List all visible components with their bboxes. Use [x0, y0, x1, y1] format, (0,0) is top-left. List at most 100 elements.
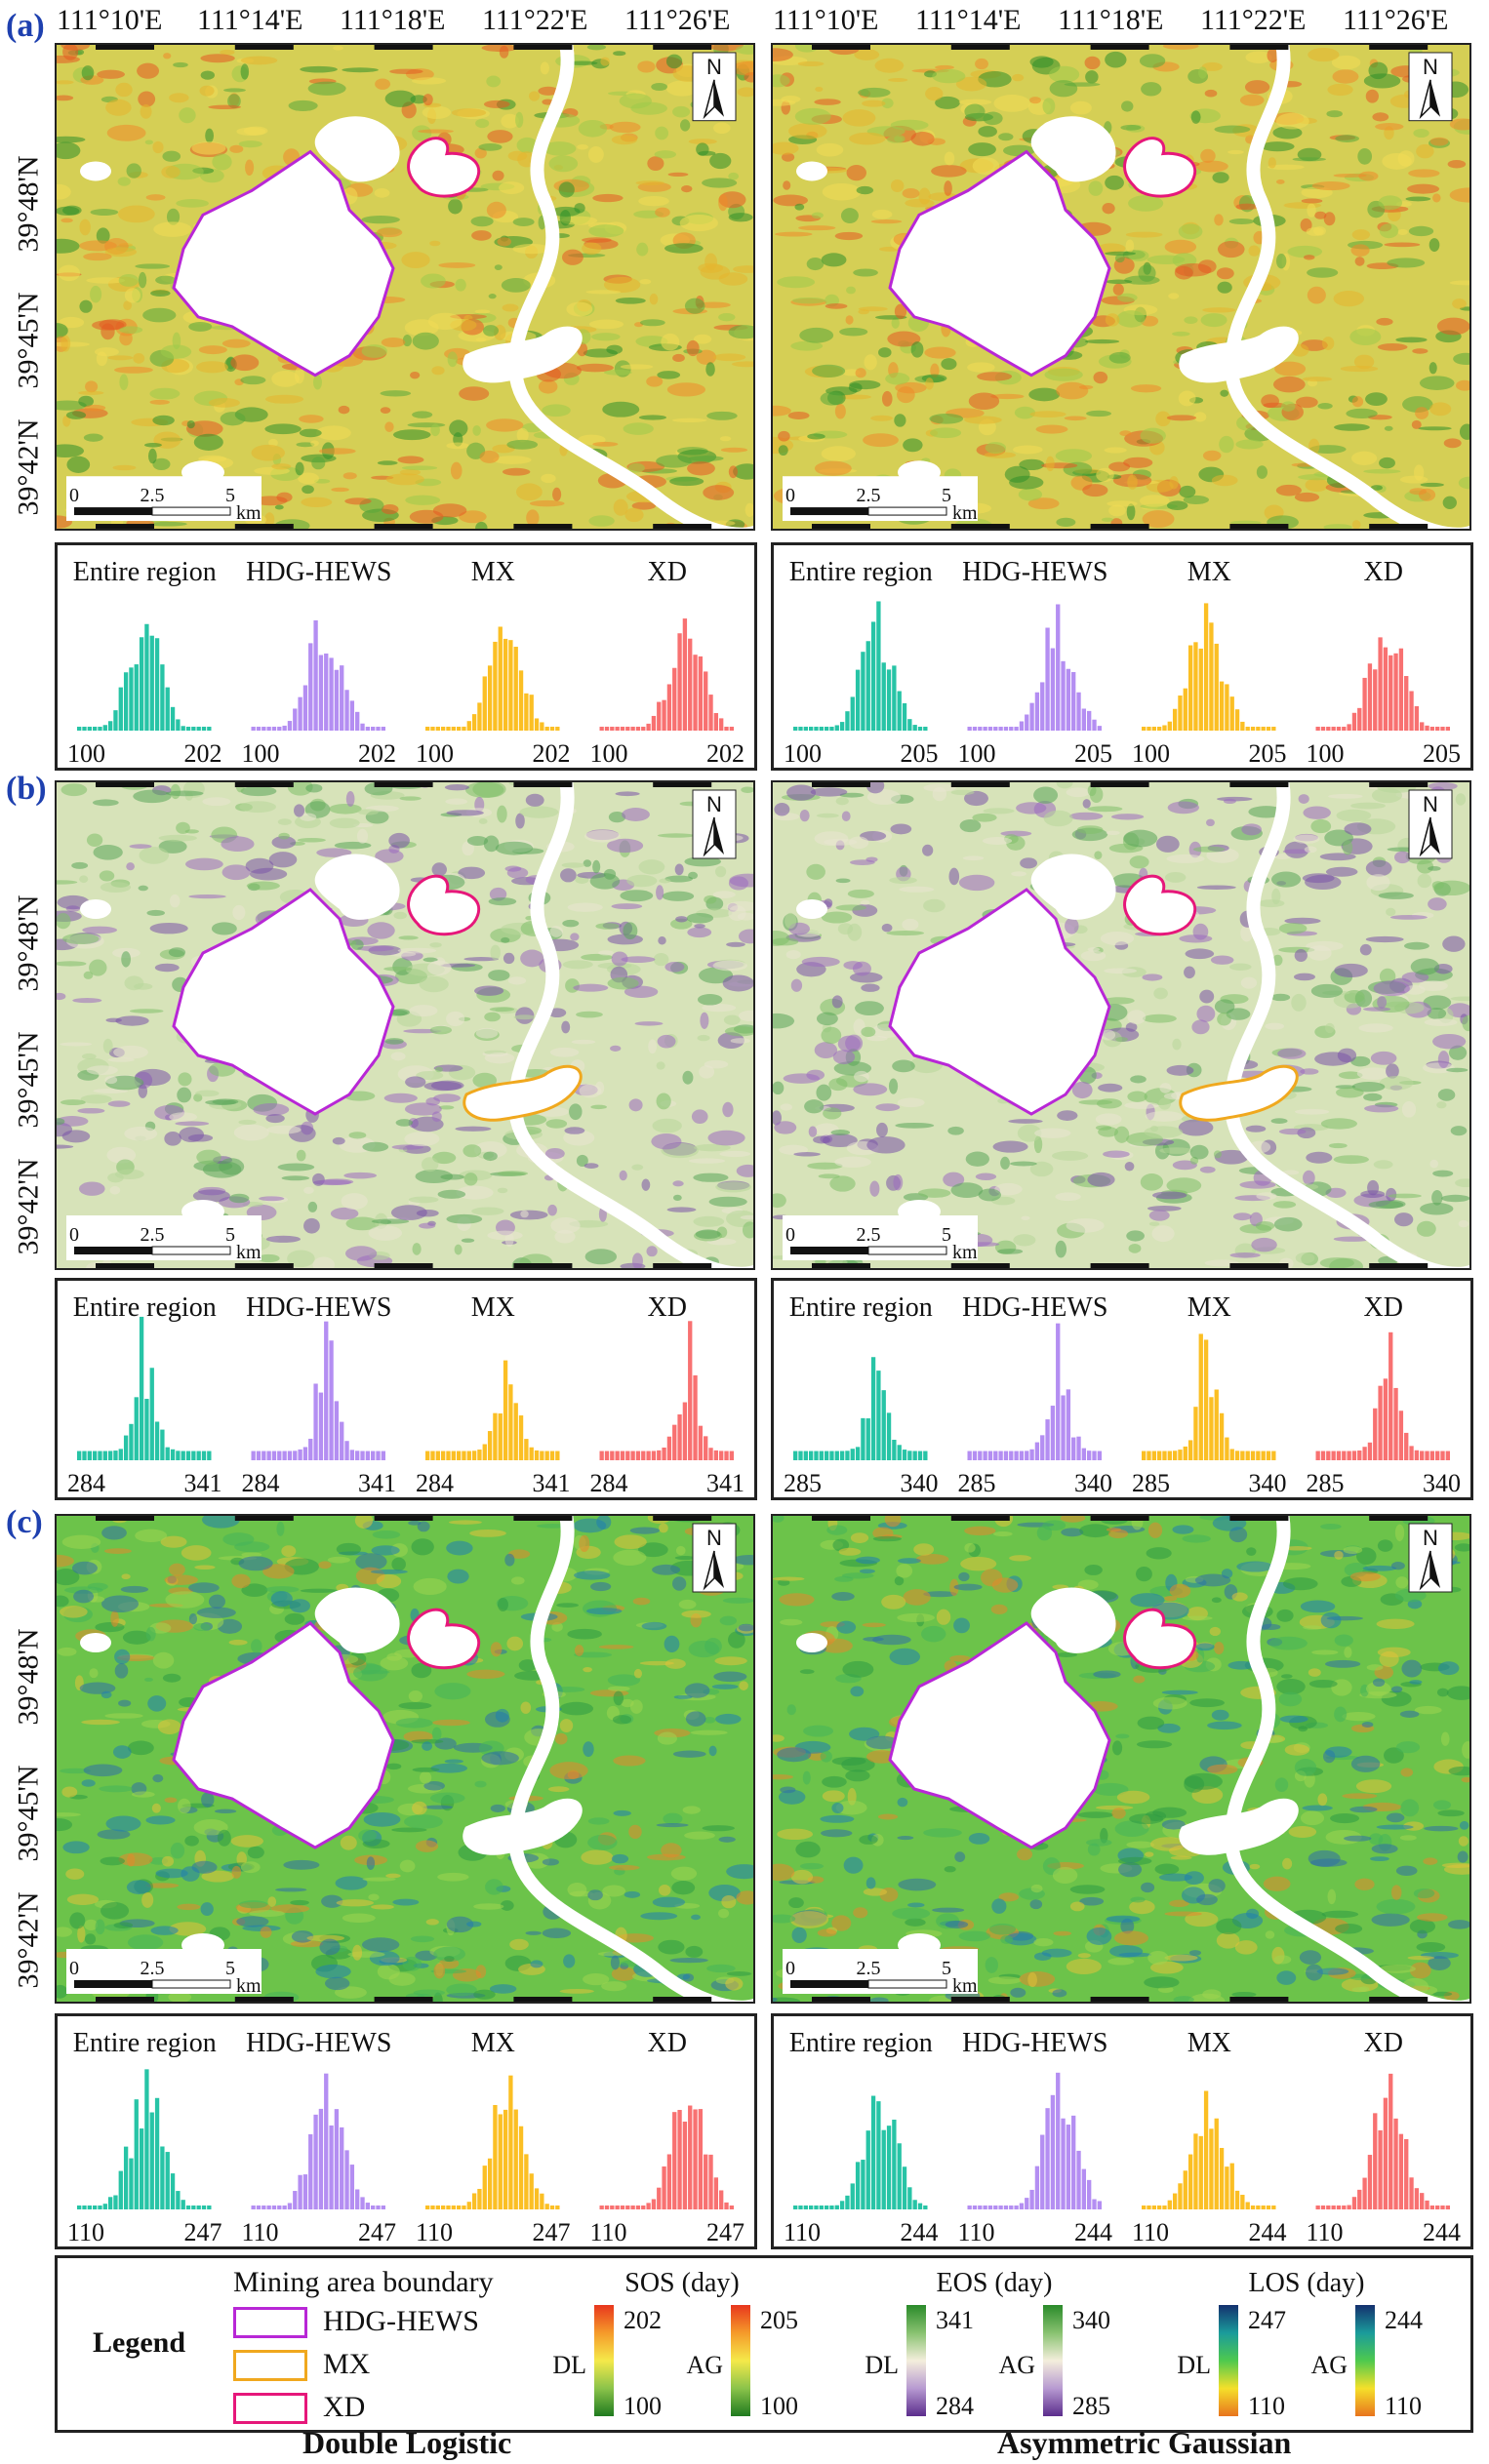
hist-bar	[134, 2099, 139, 2209]
ramp-min: 100	[624, 2392, 662, 2420]
hist-bar	[1209, 622, 1214, 731]
hist-bar	[1404, 1432, 1409, 1460]
hist-bar	[666, 1436, 672, 1460]
hist-bar	[1261, 2206, 1266, 2209]
lat-label: 39°48'N	[12, 155, 45, 253]
hist-bar	[1183, 688, 1187, 731]
hist-bar	[493, 2104, 498, 2209]
panel-label-a: (a)	[6, 8, 45, 44]
hist-bar	[82, 1451, 87, 1460]
scale-tick: 2.5	[857, 485, 881, 506]
ramp-max: 341	[936, 2306, 974, 2334]
hist-bar	[693, 1374, 698, 1460]
hist-bar	[118, 2170, 123, 2209]
hist-bar	[487, 665, 493, 731]
hist-bar	[1061, 1395, 1066, 1460]
hist-bar	[466, 1451, 471, 1460]
hist-bar	[113, 710, 118, 731]
legend-ramp: SOS (day) 202 100 DL 205 100 AG	[552, 2268, 798, 2420]
hist-bar	[92, 2206, 98, 2209]
hist-bar	[1435, 1451, 1440, 1460]
hist-bar	[1367, 1442, 1373, 1460]
hist-bar	[534, 2188, 540, 2209]
hist-bar	[160, 1429, 165, 1460]
scale-tick: 0	[69, 1958, 79, 1979]
hist-bar	[87, 727, 92, 731]
panel-label-b: (b)	[6, 771, 47, 807]
hist-bar	[829, 727, 834, 731]
ramp-method-label: AG	[1310, 2351, 1348, 2379]
hist-bar	[708, 695, 713, 731]
hist-bar	[144, 2069, 149, 2209]
map-canvas: N 0 2.5 5km	[773, 45, 1469, 529]
hist-bar	[1066, 668, 1071, 731]
hist-bar	[1266, 2206, 1271, 2209]
hist-bar	[256, 2206, 262, 2209]
hist-bar	[1256, 1451, 1261, 1460]
hist-bar	[1250, 1451, 1256, 1460]
map-canvas: N 0 2.5 5km	[57, 782, 753, 1268]
hist-bar	[340, 665, 344, 731]
hist-bar	[134, 1397, 139, 1460]
hist-max-label: 341	[706, 1469, 744, 1497]
hist-min-label: 284	[242, 1469, 280, 1497]
hist-bar	[824, 2206, 829, 2209]
hist-bar	[1029, 2189, 1034, 2209]
hist-bar	[313, 2114, 318, 2209]
hist-bar	[196, 727, 201, 731]
hist-bar	[1342, 1451, 1347, 1460]
hist-bar	[446, 2206, 451, 2209]
hist-bar	[1388, 655, 1393, 731]
hist-bar	[688, 1321, 693, 1460]
hist-bar	[1050, 648, 1056, 731]
hist-bar	[139, 2128, 144, 2209]
hist-bar	[641, 1451, 646, 1460]
hist-bar	[466, 721, 471, 731]
hist-bar	[972, 727, 978, 731]
hist-bar	[1445, 1451, 1450, 1460]
hist-bar	[1061, 2118, 1066, 2209]
ramp-max: 202	[624, 2306, 662, 2334]
scale-tick: 5	[942, 1224, 951, 1246]
north-arrow-label: N	[706, 1526, 722, 1550]
scale-unit: km	[236, 502, 262, 524]
map-b-dl: N 0 2.5 5 km	[55, 780, 755, 1270]
hist-bar	[513, 2109, 518, 2209]
hist-bar	[201, 727, 207, 731]
hist-bar	[1440, 727, 1445, 731]
hist-max-label: 341	[358, 1469, 396, 1497]
hist-bar	[381, 727, 385, 731]
hist-bar	[1420, 722, 1425, 731]
hist-bar	[1234, 709, 1240, 731]
hist-bar	[1019, 2203, 1025, 2209]
ramp-max: 340	[1072, 2306, 1110, 2334]
hist-bar	[798, 1451, 803, 1460]
hist-bar	[793, 727, 798, 731]
hist-bar	[635, 1451, 641, 1460]
hist-bar	[1167, 2200, 1172, 2209]
ramp-bar	[1219, 2305, 1238, 2416]
hist-bar	[262, 2206, 266, 2209]
hist-bar	[1336, 2206, 1342, 2209]
hist-bar	[1193, 2133, 1198, 2209]
hist-bar	[1271, 2206, 1276, 2209]
hist-box-b-ag: Entire region 285 340 HDG-HEWS 285 340 MX 285 34…	[771, 1278, 1473, 1500]
hist-bar	[201, 1451, 207, 1460]
hist-max-label: 205	[1249, 739, 1287, 768]
hist-bar	[1040, 682, 1045, 731]
hist-box-b-dl: Entire region 284 341 HDG-HEWS 284 341 MX 284 34…	[55, 1278, 757, 1500]
hist-bar	[646, 723, 651, 731]
hist-bar	[998, 727, 1003, 731]
hist-bar	[1378, 637, 1383, 731]
hist-bar	[160, 664, 165, 731]
hist-bar	[1178, 1450, 1183, 1460]
hist-bar	[850, 696, 855, 731]
ramp-method-label: DL	[865, 2351, 899, 2379]
hist-bar	[1156, 727, 1162, 731]
hist-bar	[677, 2110, 682, 2209]
hist-bar	[1087, 1451, 1092, 1460]
hist-bar	[902, 1450, 907, 1460]
lon-label: 111°22'E	[482, 4, 588, 36]
hist-bar	[1336, 727, 1342, 731]
hist-bar	[657, 2187, 662, 2209]
